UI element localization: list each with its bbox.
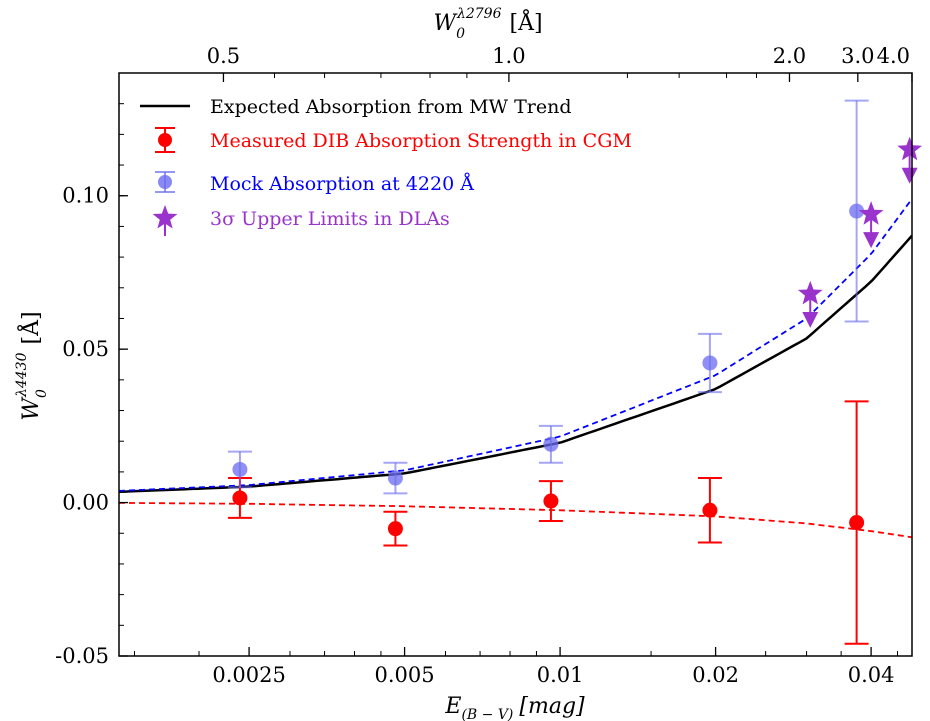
top-tick-label-4: 4.0 [877, 44, 910, 68]
cgm-point-0 [227, 477, 252, 519]
dla-star-1 [858, 201, 884, 225]
cgm-point-2 [538, 480, 563, 522]
dla-point-0 [797, 280, 823, 328]
mock-point-0 [227, 450, 252, 489]
y-axis-title: W0λ4430[Å] [14, 311, 50, 420]
trend-line-mock-fit [119, 198, 912, 492]
cgm-point-1 [383, 510, 408, 547]
top-tick-label-3: 3.0 [841, 44, 874, 68]
trend-line-cgm-fit [119, 501, 912, 539]
legend-dla-star [152, 205, 178, 229]
x-tick-label-1: 0.005 [375, 663, 435, 687]
top-tick-label-1: 1.0 [492, 44, 525, 68]
top-axis-title: W0λ2796 [Å] [433, 6, 542, 42]
dla-star-2 [897, 136, 922, 161]
mock-point-4 [844, 99, 869, 323]
cgm-marker-3 [702, 502, 718, 518]
dla-point-2 [897, 136, 922, 184]
mock-point-3 [697, 332, 722, 394]
y-tick-label-1: 0.00 [62, 491, 109, 515]
cgm-point-4 [844, 400, 869, 645]
legend-label-cgm: Measured DIB Absorption Strength in CGM [210, 130, 632, 152]
legend-label-mock: Mock Absorption at 4220 Å [210, 173, 474, 195]
cgm-marker-1 [387, 521, 403, 537]
mock-point-2 [538, 424, 563, 464]
x-tick-label-2: 0.01 [537, 663, 584, 687]
top-tick-label-0: 0.5 [207, 44, 240, 68]
y-tick-label-3: 0.10 [62, 184, 109, 208]
x-tick-label-4: 0.04 [848, 663, 895, 687]
legend-label-dla: 3σ Upper Limits in DLAs [210, 208, 450, 230]
legend-label-mw: Expected Absorption from MW Trend [210, 96, 572, 118]
mock-marker-1 [387, 470, 403, 486]
y-tick-label-2: 0.05 [62, 337, 109, 361]
plot-frame [118, 72, 913, 657]
x-tick-label-3: 0.02 [692, 663, 739, 687]
dla-point-1 [858, 201, 884, 249]
legend-marker-dla [152, 205, 178, 236]
mock-marker-0 [232, 461, 248, 477]
cgm-marker-0 [232, 490, 248, 506]
cgm-marker-4 [849, 515, 865, 531]
top-tick-label-2: 2.0 [773, 44, 806, 68]
mock-point-1 [383, 461, 408, 495]
mock-marker-2 [543, 436, 559, 452]
x-axis-title: E(B − V) [mag] [444, 694, 585, 721]
y-tick-label-0: -0.05 [55, 644, 109, 668]
trend-line-mw [119, 234, 912, 494]
x-tick-label-0: 0.0025 [212, 663, 285, 687]
legend-marker-cgm [155, 127, 175, 153]
legend-marker-mock [155, 171, 175, 193]
legend: Expected Absorption from MW Trend Measur… [140, 96, 632, 236]
dla-star-0 [797, 280, 823, 305]
mock-marker-3 [702, 355, 718, 371]
mock-marker-4 [849, 203, 865, 219]
cgm-point-3 [697, 477, 722, 544]
cgm-marker-2 [543, 493, 559, 509]
